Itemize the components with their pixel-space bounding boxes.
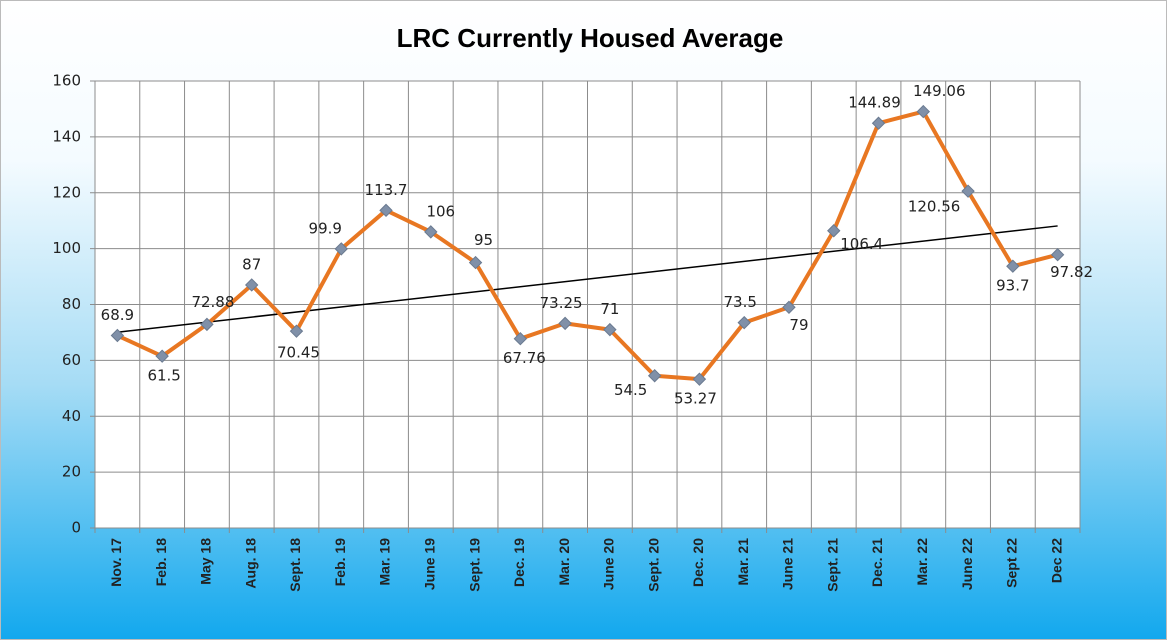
marker [334,242,348,256]
x-tick-label: Dec. 19 [511,538,527,587]
x-tick-label: June 21 [780,538,796,590]
x-tick-label: Sept. 19 [466,538,482,592]
x-tick-label: Mar. 20 [556,538,572,586]
y-tick-label: 80 [62,295,81,313]
x-tick-label: Dec. 21 [869,538,885,587]
y-tick-label: 140 [52,127,81,145]
marker [871,116,886,130]
marker [1050,248,1065,262]
y-tick-label: 160 [52,72,81,90]
marker [155,349,169,363]
data-label: 113.7 [365,181,408,199]
marker [513,331,528,346]
x-tick-label: Nov. 17 [108,538,124,587]
y-tick-label: 20 [62,463,81,481]
x-tick-label: Mar. 22 [914,538,930,586]
x-tick-label: Sept. 20 [645,538,661,592]
marker [737,315,751,330]
marker [110,328,125,343]
x-tick-label: May 18 [198,538,214,585]
x-tick-label: June 22 [959,538,975,590]
data-label: 54.5 [614,381,647,399]
data-label: 149.06 [913,82,966,100]
data-label: 99.9 [309,219,342,237]
data-label: 61.5 [147,367,180,385]
marker [647,369,662,383]
marker [379,203,393,218]
data-label: 71 [600,300,619,318]
x-tick-label: Sept. 18 [287,538,303,592]
marker [200,317,214,332]
data-label: 79 [789,316,808,334]
marker [424,225,438,239]
x-tick-label: June 19 [421,538,437,590]
data-label: 72.88 [191,293,234,311]
chart-title: LRC Currently Housed Average [397,23,784,53]
x-tick-label: Mar. 21 [735,538,751,586]
marker [692,372,707,386]
data-label: 144.89 [848,94,901,112]
x-tick-label: Sept 22 [1004,538,1020,588]
y-tick-label: 100 [52,239,81,257]
x-tick-label: Mar. 19 [377,538,393,586]
trendline [117,225,1058,334]
data-label: 73.25 [540,294,583,312]
marker [782,300,796,315]
data-label: 87 [242,255,261,273]
x-tick-label: June 20 [601,538,617,590]
data-label: 53.27 [674,390,717,408]
marker [558,316,572,331]
marker [468,255,483,270]
data-label: 70.45 [277,344,320,362]
x-tick-label: Dec 22 [1048,538,1064,583]
marker [1006,259,1020,273]
data-label: 73.5 [724,293,757,311]
x-tick-label: Aug. 18 [242,538,258,589]
x-tick-label: Sept. 21 [824,538,840,592]
data-label: 93.7 [996,277,1029,295]
x-tick-label: Feb. 18 [153,538,169,586]
x-tick-label: Feb. 19 [332,538,348,586]
marker [827,224,841,238]
y-tick-label: 120 [52,183,81,201]
marker [603,322,617,337]
series-line [116,109,1059,382]
data-label: 95 [474,231,493,249]
marker [916,104,931,119]
x-tick-label: Dec. 20 [690,538,706,587]
data-label: 97.82 [1050,263,1093,281]
marker [961,184,975,198]
marker [289,324,304,338]
data-label: 106 [426,202,455,220]
y-tick-label: 60 [62,351,81,369]
y-tick-label: 0 [71,519,81,537]
data-label: 68.9 [101,306,134,324]
data-label: 106.4 [840,235,883,253]
data-label: 120.56 [908,198,961,216]
marker [244,278,259,292]
y-tick-label: 40 [62,407,81,425]
data-label: 67.76 [503,349,546,367]
